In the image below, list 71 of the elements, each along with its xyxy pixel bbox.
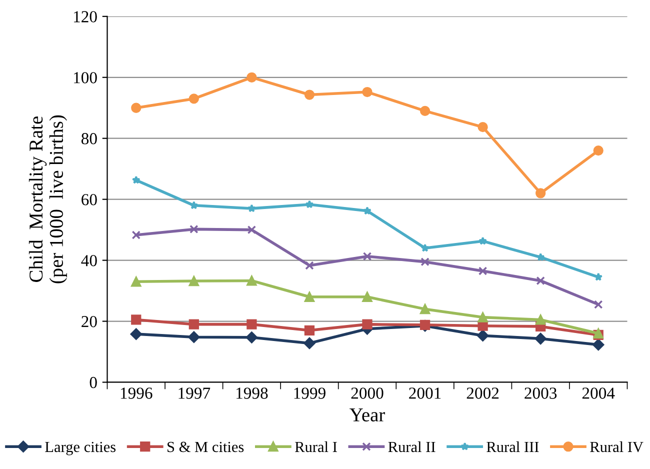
- x-tick-label: 2003: [524, 388, 557, 399]
- point: [246, 319, 257, 330]
- point: [131, 314, 142, 325]
- y-tick-label: 0: [90, 376, 97, 388]
- point: [592, 338, 604, 351]
- point: [304, 325, 315, 336]
- y-tick-label: 20: [82, 316, 97, 328]
- point: [188, 331, 200, 343]
- x-tick-label: 1996: [120, 388, 152, 399]
- point: [246, 72, 257, 82]
- y-axis-title: Child Mortality Rate (per 1000 live births): [28, 115, 67, 284]
- point: [476, 330, 489, 342]
- point: [132, 176, 140, 184]
- point: [304, 90, 315, 100]
- point: [594, 300, 603, 309]
- x-tick-label: 1999: [294, 388, 326, 399]
- point: [363, 206, 372, 215]
- point: [246, 276, 257, 286]
- x-tick-label: 2000: [351, 388, 384, 399]
- point: [188, 319, 199, 330]
- point: [246, 332, 258, 344]
- point: [362, 86, 372, 98]
- point: [420, 257, 430, 266]
- x-tick-label: 2002: [466, 388, 499, 399]
- point: [536, 276, 545, 286]
- y-tick-label: 80: [81, 133, 97, 144]
- point: [478, 266, 488, 276]
- point: [420, 244, 430, 252]
- legend-label: Large cities: [45, 442, 116, 456]
- point: [131, 102, 142, 113]
- point: [534, 332, 546, 344]
- x-tick-label: 2004: [582, 388, 615, 399]
- point: [420, 320, 430, 330]
- point: [305, 261, 314, 270]
- x-tick-label: 1998: [236, 388, 268, 399]
- legend-label: Rural III: [486, 441, 539, 452]
- point: [190, 201, 198, 210]
- point: [593, 145, 604, 156]
- point: [420, 106, 430, 116]
- point: [478, 236, 488, 245]
- point: [190, 224, 198, 234]
- point: [130, 328, 142, 340]
- point: [131, 276, 142, 287]
- legend-label: S & M cities: [168, 442, 244, 452]
- point: [304, 337, 316, 350]
- x-tick-label: 1997: [178, 388, 210, 399]
- y-tick-label: 100: [74, 72, 97, 84]
- legend-label: Rural IV: [590, 441, 644, 452]
- legend-label: Rural I: [295, 441, 337, 452]
- point: [362, 252, 372, 261]
- point: [478, 320, 488, 331]
- x-axis-title: Year: [350, 408, 385, 422]
- point: [362, 292, 372, 302]
- point: [304, 292, 315, 302]
- point: [305, 200, 314, 208]
- point: [362, 319, 372, 330]
- x-tick-label: 2001: [409, 388, 441, 399]
- y-tick-label: 60: [82, 194, 97, 206]
- point: [247, 225, 256, 234]
- point: [188, 276, 199, 286]
- point: [247, 204, 256, 212]
- legend-label: Rural II: [388, 441, 436, 452]
- point: [420, 304, 430, 314]
- y-tick-label: 40: [81, 254, 97, 266]
- y-tick-label: 120: [74, 11, 97, 22]
- point: [132, 230, 141, 240]
- point: [478, 122, 488, 132]
- point: [478, 312, 488, 322]
- point: [188, 94, 199, 104]
- point: [536, 188, 546, 198]
- point: [536, 314, 546, 325]
